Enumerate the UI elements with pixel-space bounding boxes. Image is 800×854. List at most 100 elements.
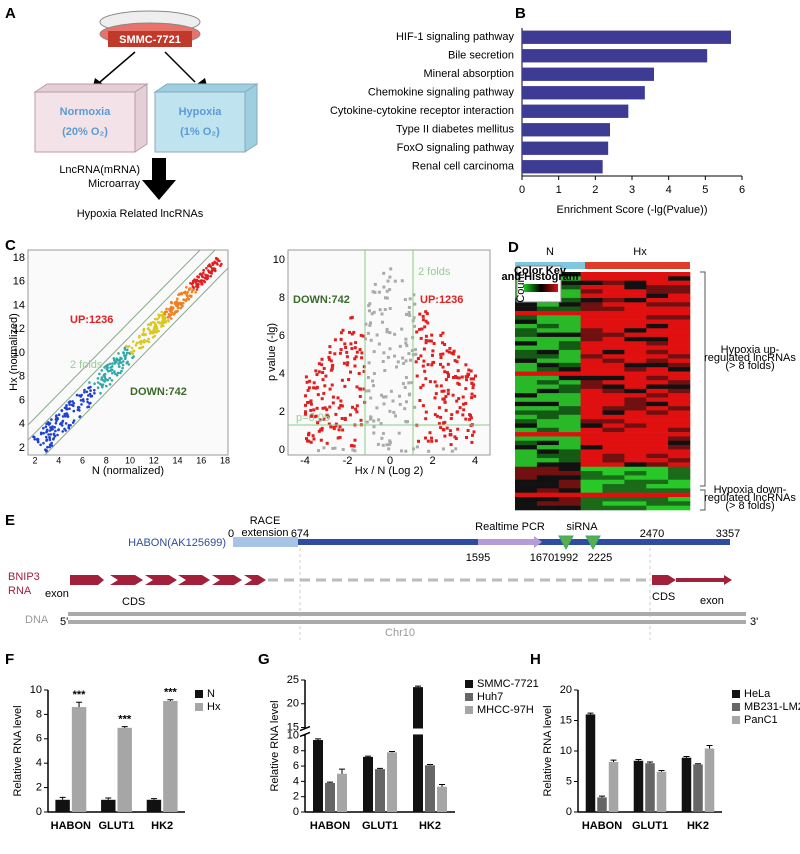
heatmap-cell-decor — [602, 315, 625, 320]
bar — [522, 160, 603, 174]
heatmap-cell-decor — [580, 384, 603, 390]
heatmap-cell-decor — [580, 440, 603, 446]
volcano-dot-decor — [469, 377, 473, 381]
panel-d: D N Hx Hypoxia up- regulated lncRNAs (> … — [501, 239, 796, 512]
annotation: Hypoxia down- — [714, 484, 787, 496]
heatmap-cell-decor — [668, 380, 691, 385]
volcano-dot-decor — [317, 429, 321, 433]
heatmap-cell-decor — [646, 492, 669, 498]
heatmap-cell-decor — [668, 328, 691, 333]
heatmap-cell-decor — [515, 380, 538, 385]
heatmap-cell-decor — [515, 393, 538, 398]
scatter-dot-decor — [93, 391, 96, 395]
volcano-dot-decor — [359, 387, 363, 391]
scatter-dot-decor — [89, 385, 92, 389]
volcano-dot-decor — [471, 386, 475, 390]
y-axis-title: p value (-lg) — [266, 323, 278, 381]
volcano-dot-decor — [306, 401, 310, 404]
scatter-dot-decor — [83, 388, 86, 392]
volcano-dot-decor — [424, 319, 428, 323]
volcano-dot-decor — [443, 420, 447, 424]
heatmap-cell-decor — [558, 319, 581, 325]
annotation: p=0.05 — [296, 412, 330, 424]
heatmap-cell-decor — [602, 310, 625, 316]
heatmap-cell-decor — [646, 427, 669, 433]
bar — [522, 123, 610, 137]
volcano-dot-decor — [336, 436, 340, 440]
heatmap-cell-decor — [602, 492, 625, 498]
volcano-dot-decor — [329, 359, 333, 363]
annotation: UP:1236 — [420, 294, 463, 306]
volcano-dot-decor — [431, 353, 434, 357]
volcano-dot-decor — [389, 267, 393, 271]
scatter-dot-decor — [186, 294, 189, 298]
scatter-dot-decor — [42, 431, 45, 435]
heatmap-cell-decor — [646, 284, 669, 290]
x-tick-label: 0 — [387, 455, 393, 467]
heatmap-cell-decor — [580, 505, 603, 511]
heatmap-cell-decor — [558, 362, 581, 368]
fold-line — [27, 249, 229, 456]
x-tick-label: HABON — [582, 820, 622, 832]
volcano-dot-decor — [404, 376, 408, 379]
scatter-dot-decor — [122, 360, 125, 363]
scatter-dot-decor — [78, 415, 81, 419]
scatter-dot-decor — [197, 276, 201, 279]
heatmap-cell-decor — [602, 501, 625, 506]
volcano-dot-decor — [308, 379, 312, 383]
bar — [337, 773, 347, 812]
volcano-dot-decor — [429, 339, 433, 343]
error-bar — [150, 798, 157, 800]
heatmap-cell-decor — [624, 453, 647, 459]
heatmap-cell-decor — [602, 297, 625, 303]
volcano-dot-decor — [387, 447, 391, 451]
y-tick-label: 2 — [36, 782, 42, 794]
x-tick-label: 4 — [666, 184, 672, 196]
heatmap-cell-decor — [646, 341, 669, 346]
volcano-dot-decor — [466, 372, 470, 376]
legend-label: SMMC-7721 — [477, 678, 539, 690]
heatmap-cell-decor — [536, 341, 560, 346]
volcano-dot-decor — [447, 350, 451, 354]
heatmap-cell-decor — [668, 501, 691, 506]
volcano-dot-decor — [441, 427, 445, 431]
heatmap-cell-decor — [536, 367, 560, 372]
y-tick-label: 10 — [13, 347, 25, 359]
scatter-dot-decor — [60, 424, 64, 427]
volcano-dot-decor — [327, 357, 331, 361]
volcano-dot-decor — [384, 296, 387, 300]
scatter-dot-decor — [215, 256, 218, 260]
volcano-dot-decor — [407, 305, 411, 309]
volcano-dot-decor — [353, 364, 357, 368]
bar — [146, 799, 162, 812]
y-tick-label: 18 — [13, 252, 25, 264]
heatmap-cell-decor — [624, 371, 647, 377]
annotation: 2 folds — [70, 359, 103, 371]
heatmap-cell-decor — [624, 349, 647, 355]
volcano-dot-decor — [415, 330, 419, 334]
volcano-dot-decor — [372, 372, 376, 375]
heatmap-cell-decor — [536, 501, 560, 506]
volcano-dot-decor — [324, 374, 328, 378]
volcano-dot-decor — [418, 399, 422, 402]
heatmap-cell-decor — [624, 272, 647, 277]
group-bar — [585, 262, 690, 269]
volcano-dot-decor — [403, 298, 407, 302]
scatter-dot-decor — [185, 286, 188, 289]
volcano-dot-decor — [472, 430, 476, 434]
volcano-dot-decor — [404, 337, 408, 341]
heatmap-cell-decor — [558, 475, 581, 481]
color-key-axis: Count — [515, 273, 527, 302]
heatmap-cell-decor — [602, 280, 625, 286]
volcano-dot-decor — [461, 413, 465, 417]
volcano-dot-decor — [351, 405, 354, 409]
heatmap-cell-decor — [580, 375, 603, 381]
volcano-dot-decor — [469, 416, 473, 420]
y-axis-title: Relative RNA level — [542, 705, 554, 796]
position: 3357 — [716, 528, 740, 540]
y-tick-label: 6 — [293, 760, 299, 772]
heatmap-cell-decor — [646, 479, 669, 485]
scatter-dot-decor — [93, 382, 96, 386]
y-tick-label: 8 — [36, 708, 42, 720]
y-tick-label: 14 — [13, 299, 25, 311]
